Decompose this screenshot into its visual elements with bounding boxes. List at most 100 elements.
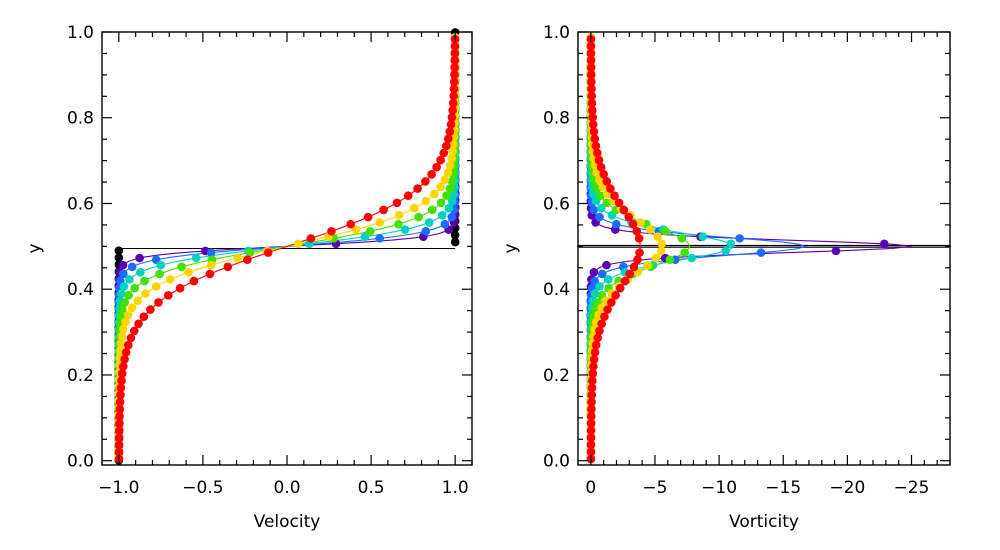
velocity-y-tick-label: 0.0 bbox=[67, 452, 94, 472]
vorticity-series-t6-point bbox=[589, 355, 599, 364]
vorticity-series-t6-point bbox=[632, 226, 642, 236]
vorticity-x-tick-label: 0 bbox=[585, 478, 596, 498]
vorticity-series-t6-point bbox=[595, 326, 604, 336]
vorticity-series-t6-point bbox=[586, 433, 596, 442]
vorticity-series-t3-point bbox=[726, 239, 736, 249]
velocity-series-t6-point bbox=[116, 383, 126, 393]
vorticity-y-tick-label: 0.0 bbox=[543, 452, 570, 472]
vorticity-series-t6-point bbox=[588, 369, 598, 378]
vorticity-series-t5-point bbox=[643, 260, 652, 270]
vorticity-series-t5-point bbox=[636, 218, 645, 227]
velocity-series-t1-point bbox=[118, 260, 128, 270]
velocity-series-t2-point bbox=[119, 269, 128, 279]
velocity-series-t3-point bbox=[136, 267, 145, 277]
vorticity-series-t6-point bbox=[614, 198, 624, 208]
velocity-series-t4-point bbox=[245, 248, 255, 257]
velocity-series-t5-point bbox=[445, 161, 455, 170]
vorticity-series-t6-point bbox=[587, 390, 597, 400]
velocity-series-t5-point bbox=[421, 196, 431, 206]
vorticity-series-t6-point bbox=[611, 291, 620, 300]
velocity-series-t5-point bbox=[117, 332, 127, 341]
velocity-x-axis-label: Velocity bbox=[254, 512, 321, 532]
velocity-series-t6-point bbox=[427, 170, 436, 179]
velocity-series-t4-point bbox=[442, 191, 451, 200]
velocity-series-t5-point bbox=[151, 282, 161, 291]
vorticity-y-tick-label: 0.6 bbox=[543, 194, 570, 214]
velocity-series-t3-point bbox=[117, 289, 126, 298]
vorticity-series-t6-point bbox=[590, 347, 600, 357]
vorticity-series-t3-point bbox=[698, 232, 707, 241]
vorticity-series-t1-point bbox=[589, 267, 599, 277]
vorticity-series-t4-point bbox=[677, 234, 687, 243]
velocity-y-tick-label: 0.2 bbox=[67, 366, 94, 386]
velocity-series-t6-point bbox=[126, 333, 136, 343]
velocity-x-tick-label: −1.0 bbox=[98, 478, 139, 498]
vorticity-series-t4-point bbox=[665, 255, 675, 265]
vorticity-series-t6-point bbox=[596, 162, 606, 172]
vorticity-series-t6-point bbox=[590, 134, 600, 144]
vorticity-series-t6-point bbox=[586, 426, 596, 435]
velocity-series-t3-point bbox=[400, 225, 410, 234]
vorticity-panel: 0 −5 −10 −15 −20 −25 0.0 0.2 0.4 0.6 0.8 1.0 Vortici… bbox=[501, 23, 951, 532]
vorticity-series-t3-point bbox=[597, 203, 606, 213]
velocity-series-t6-point bbox=[443, 134, 453, 144]
vorticity-x-axis-label: Vorticity bbox=[729, 512, 799, 532]
vorticity-series-t5-point bbox=[657, 239, 667, 249]
vorticity-series-t6-point bbox=[586, 63, 596, 72]
velocity-series-t6-point bbox=[449, 84, 459, 94]
velocity-series-t6-point bbox=[327, 226, 336, 236]
vorticity-series-t3-point bbox=[595, 282, 604, 291]
vorticity-series-t4-point bbox=[596, 191, 605, 200]
velocity-series-t5-point bbox=[165, 275, 175, 284]
velocity-series-t6-point bbox=[445, 127, 455, 136]
vorticity-series-t5-point bbox=[645, 225, 655, 234]
vorticity-series-t6-point bbox=[589, 362, 598, 371]
velocity-series-t6-point bbox=[450, 49, 460, 58]
velocity-series-t6-point bbox=[449, 91, 458, 101]
velocity-series-t6-point bbox=[243, 255, 252, 265]
velocity-series-t6-point bbox=[114, 440, 124, 450]
vorticity-y-tick-label: 0.2 bbox=[543, 366, 570, 386]
velocity-series-t4-point bbox=[120, 298, 130, 307]
vorticity-series-t1-point bbox=[880, 239, 889, 249]
velocity-series-t6-point bbox=[450, 56, 460, 65]
velocity-series-t6-point bbox=[223, 262, 233, 272]
vorticity-series-t2-point bbox=[589, 205, 599, 215]
velocity-series-t6-point bbox=[189, 276, 199, 286]
vorticity-series-t6-point bbox=[587, 84, 596, 94]
vorticity-x-tick-label: −5 bbox=[642, 478, 667, 498]
vorticity-series-t6-point bbox=[586, 440, 596, 450]
vorticity-series-t6-point bbox=[624, 212, 633, 222]
velocity-series-t6-point bbox=[118, 362, 128, 371]
velocity-series-t6-point bbox=[363, 212, 373, 222]
velocity-series-t5-point bbox=[409, 203, 419, 213]
vorticity-series-t3-point bbox=[603, 275, 613, 284]
vorticity-series-t6-point bbox=[606, 184, 615, 193]
velocity-series-t6-point bbox=[413, 184, 422, 193]
vorticity-y-tick-label: 0.8 bbox=[543, 109, 570, 129]
velocity-series-t2-point bbox=[127, 262, 137, 272]
velocity-series-t5-point bbox=[448, 146, 458, 156]
vorticity-series-t2-line bbox=[590, 32, 807, 461]
vorticity-series-t6-point bbox=[628, 219, 638, 229]
velocity-series-t5-point bbox=[375, 218, 384, 227]
velocity-series-t4-point bbox=[445, 184, 455, 193]
velocity-y-tick-label: 1.0 bbox=[67, 23, 94, 43]
velocity-series-t4-point bbox=[140, 276, 149, 286]
velocity-series-t6-point bbox=[175, 283, 185, 293]
velocity-panel: −1.0 −0.5 0.0 0.5 1.0 0.0 0.2 0.4 0.6 0.8 1.0 Veloc… bbox=[25, 23, 473, 532]
vorticity-series-t6-point bbox=[620, 276, 630, 286]
velocity-series-t3-point bbox=[156, 260, 166, 270]
vorticity-series-t6-point bbox=[586, 41, 596, 51]
vorticity-x-tick-label: −10 bbox=[701, 478, 737, 498]
velocity-series-t6-point bbox=[441, 141, 451, 151]
velocity-series-t3-point bbox=[444, 203, 454, 213]
velocity-series-t6-point bbox=[154, 298, 163, 307]
vorticity-series-t6-point bbox=[587, 98, 597, 108]
velocity-series-t6-point bbox=[447, 113, 457, 122]
vorticity-series-t6-point bbox=[619, 205, 629, 215]
velocity-series-t5-point bbox=[123, 310, 133, 320]
velocity-series-t4-point bbox=[118, 305, 127, 314]
vorticity-series-t6-point bbox=[586, 419, 596, 428]
velocity-series-t3-point bbox=[191, 253, 201, 263]
